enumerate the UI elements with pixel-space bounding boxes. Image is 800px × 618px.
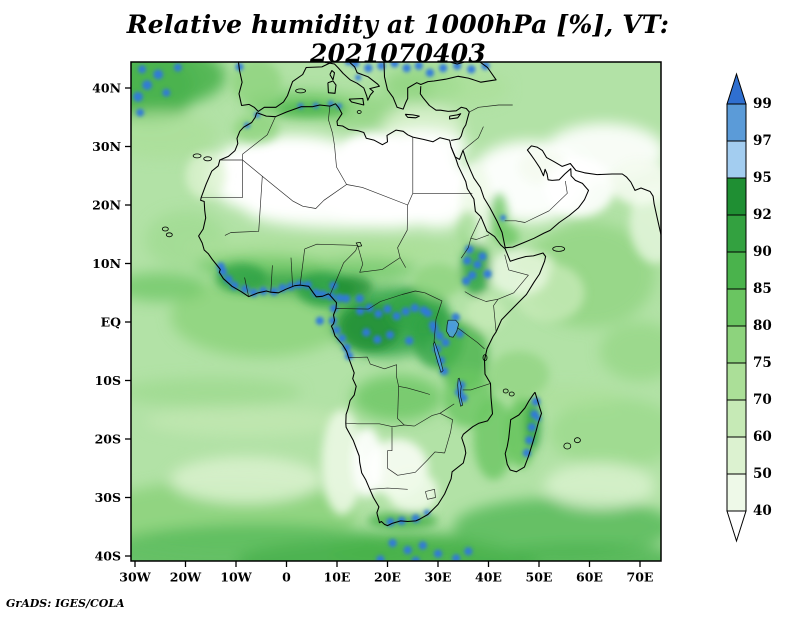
colorbar [726, 72, 747, 543]
x-tick-label: 30E [425, 570, 452, 585]
x-tick-label: 10E [324, 570, 351, 585]
islands [161, 88, 581, 450]
colorbar-segment [726, 177, 747, 216]
colorbar-label: 80 [753, 318, 772, 334]
colorbar-label: 90 [753, 244, 772, 260]
chart-title: Relative humidity at 1000hPa [%], VT: 20… [126, 10, 670, 68]
colorbar-segment [726, 140, 747, 179]
y-tick-label: 30S [95, 490, 121, 505]
map-frame [130, 61, 662, 562]
country-borders [201, 104, 568, 500]
y-tick-label: 40S [95, 549, 121, 564]
y-tick-label: 40N [92, 81, 121, 96]
x-tick-label: 50E [526, 570, 553, 585]
grads-credit: GrADS: IGES/COLA [6, 597, 125, 610]
y-tick-label: 10N [92, 256, 121, 271]
colorbar-label: 40 [753, 503, 772, 519]
x-axis: 30W 20W 10W 0 10E 20E 30E 40E 50E 60E 70E [119, 561, 653, 585]
colorbar-label: 50 [753, 466, 772, 482]
colorbar-label: 60 [753, 429, 772, 445]
colorbar-labels: 99 97 95 92 90 85 80 75 70 60 50 40 [753, 96, 772, 519]
x-tick-label: 30W [119, 570, 151, 585]
colorbar-arrow-bottom [726, 510, 747, 543]
coastlines [198, 62, 661, 527]
colorbar-label: 99 [753, 96, 772, 112]
colorbar-segment [726, 103, 747, 142]
colorbar-label: 75 [753, 355, 772, 371]
colorbar-segment [726, 473, 747, 512]
y-tick-label: 30N [92, 139, 121, 154]
y-axis: 40N 30N 20N 10N EQ 10S 20S 30S 40S [92, 81, 131, 564]
x-tick-label: 10W [220, 570, 252, 585]
colorbar-segment [726, 288, 747, 327]
colorbar-segment [726, 436, 747, 475]
colorbar-segment [726, 399, 747, 438]
colorbar-label: 85 [753, 281, 772, 297]
x-tick-label: 70E [627, 570, 654, 585]
y-tick-label: EQ [101, 315, 122, 330]
colorbar-segment [726, 251, 747, 290]
y-tick-label: 10S [95, 373, 121, 388]
x-tick-label: 0 [282, 570, 291, 585]
x-tick-label: 40E [475, 570, 502, 585]
colorbar-label: 95 [753, 170, 772, 186]
colorbar-label: 92 [753, 207, 772, 223]
y-tick-label: 20N [92, 198, 121, 213]
colorbar-segment [726, 214, 747, 253]
colorbar-arrow-top [726, 72, 747, 105]
field-shading [131, 62, 661, 561]
colorbar-segment [726, 362, 747, 401]
colorbar-label: 97 [753, 133, 772, 149]
x-tick-label: 20W [170, 570, 202, 585]
x-tick-label: 20E [374, 570, 401, 585]
colorbar-segment [726, 325, 747, 364]
y-tick-label: 20S [95, 432, 121, 447]
x-tick-label: 60E [576, 570, 603, 585]
colorbar-label: 70 [753, 392, 772, 408]
